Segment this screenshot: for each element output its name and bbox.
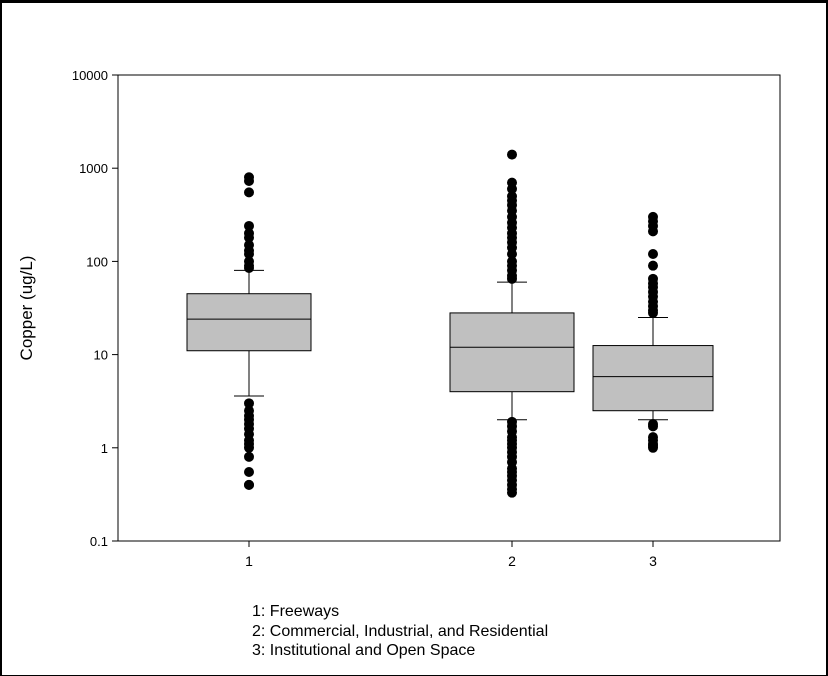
outlier-point xyxy=(244,220,254,231)
interquartile-box xyxy=(186,293,312,352)
boxes-group xyxy=(186,149,714,498)
outlier-point xyxy=(648,432,658,443)
outlier-point xyxy=(507,256,517,267)
y-tick-label: 0.1 xyxy=(90,534,108,549)
outlier-point xyxy=(244,187,254,198)
legend-line-2: 2: Commercial, Industrial, and Residenti… xyxy=(252,622,549,640)
legend-line-3: 3: Institutional and Open Space xyxy=(252,642,476,659)
interquartile-box xyxy=(592,345,714,412)
outlier-point xyxy=(507,177,517,188)
plot-area xyxy=(117,74,781,542)
outlier-point xyxy=(244,466,254,477)
category-legend: 1: Freeways 2: Commercial, Industrial, a… xyxy=(252,602,548,661)
outlier-point xyxy=(507,416,517,427)
interquartile-box xyxy=(449,312,575,393)
outlier-point xyxy=(648,419,658,430)
y-axis: 0.1 1 10 100 1000 10000 xyxy=(72,68,118,549)
box-category-3 xyxy=(592,211,714,453)
outlier-point xyxy=(648,273,658,284)
outlier-point xyxy=(648,211,658,222)
outlier-point xyxy=(244,239,254,250)
y-tick-label: 10000 xyxy=(72,68,108,83)
x-tick-label: 2 xyxy=(508,553,516,569)
x-tick-label: 1 xyxy=(245,553,253,569)
y-tick-label: 100 xyxy=(86,254,108,269)
y-tick-label: 1 xyxy=(101,441,108,456)
y-axis-label: Copper (ug/L) xyxy=(17,256,36,361)
box-category-1 xyxy=(186,172,312,490)
y-tick-label: 1000 xyxy=(79,161,108,176)
outlier-point xyxy=(648,260,658,271)
outlier-point xyxy=(244,172,254,183)
y-tick-label: 10 xyxy=(94,348,108,363)
outlier-point xyxy=(244,451,254,462)
legend-line-1: 1: Freeways xyxy=(252,603,340,620)
outlier-point xyxy=(244,405,254,416)
outlier-point xyxy=(244,256,254,267)
x-tick-label: 3 xyxy=(649,553,657,569)
box-category-2 xyxy=(449,149,575,498)
outlier-point xyxy=(244,479,254,490)
outlier-point xyxy=(648,249,658,260)
outlier-point xyxy=(244,398,254,409)
outlier-point xyxy=(507,191,517,202)
x-axis: 1 2 3 xyxy=(245,541,657,569)
outlier-point xyxy=(244,228,254,239)
outlier-point xyxy=(507,149,517,160)
